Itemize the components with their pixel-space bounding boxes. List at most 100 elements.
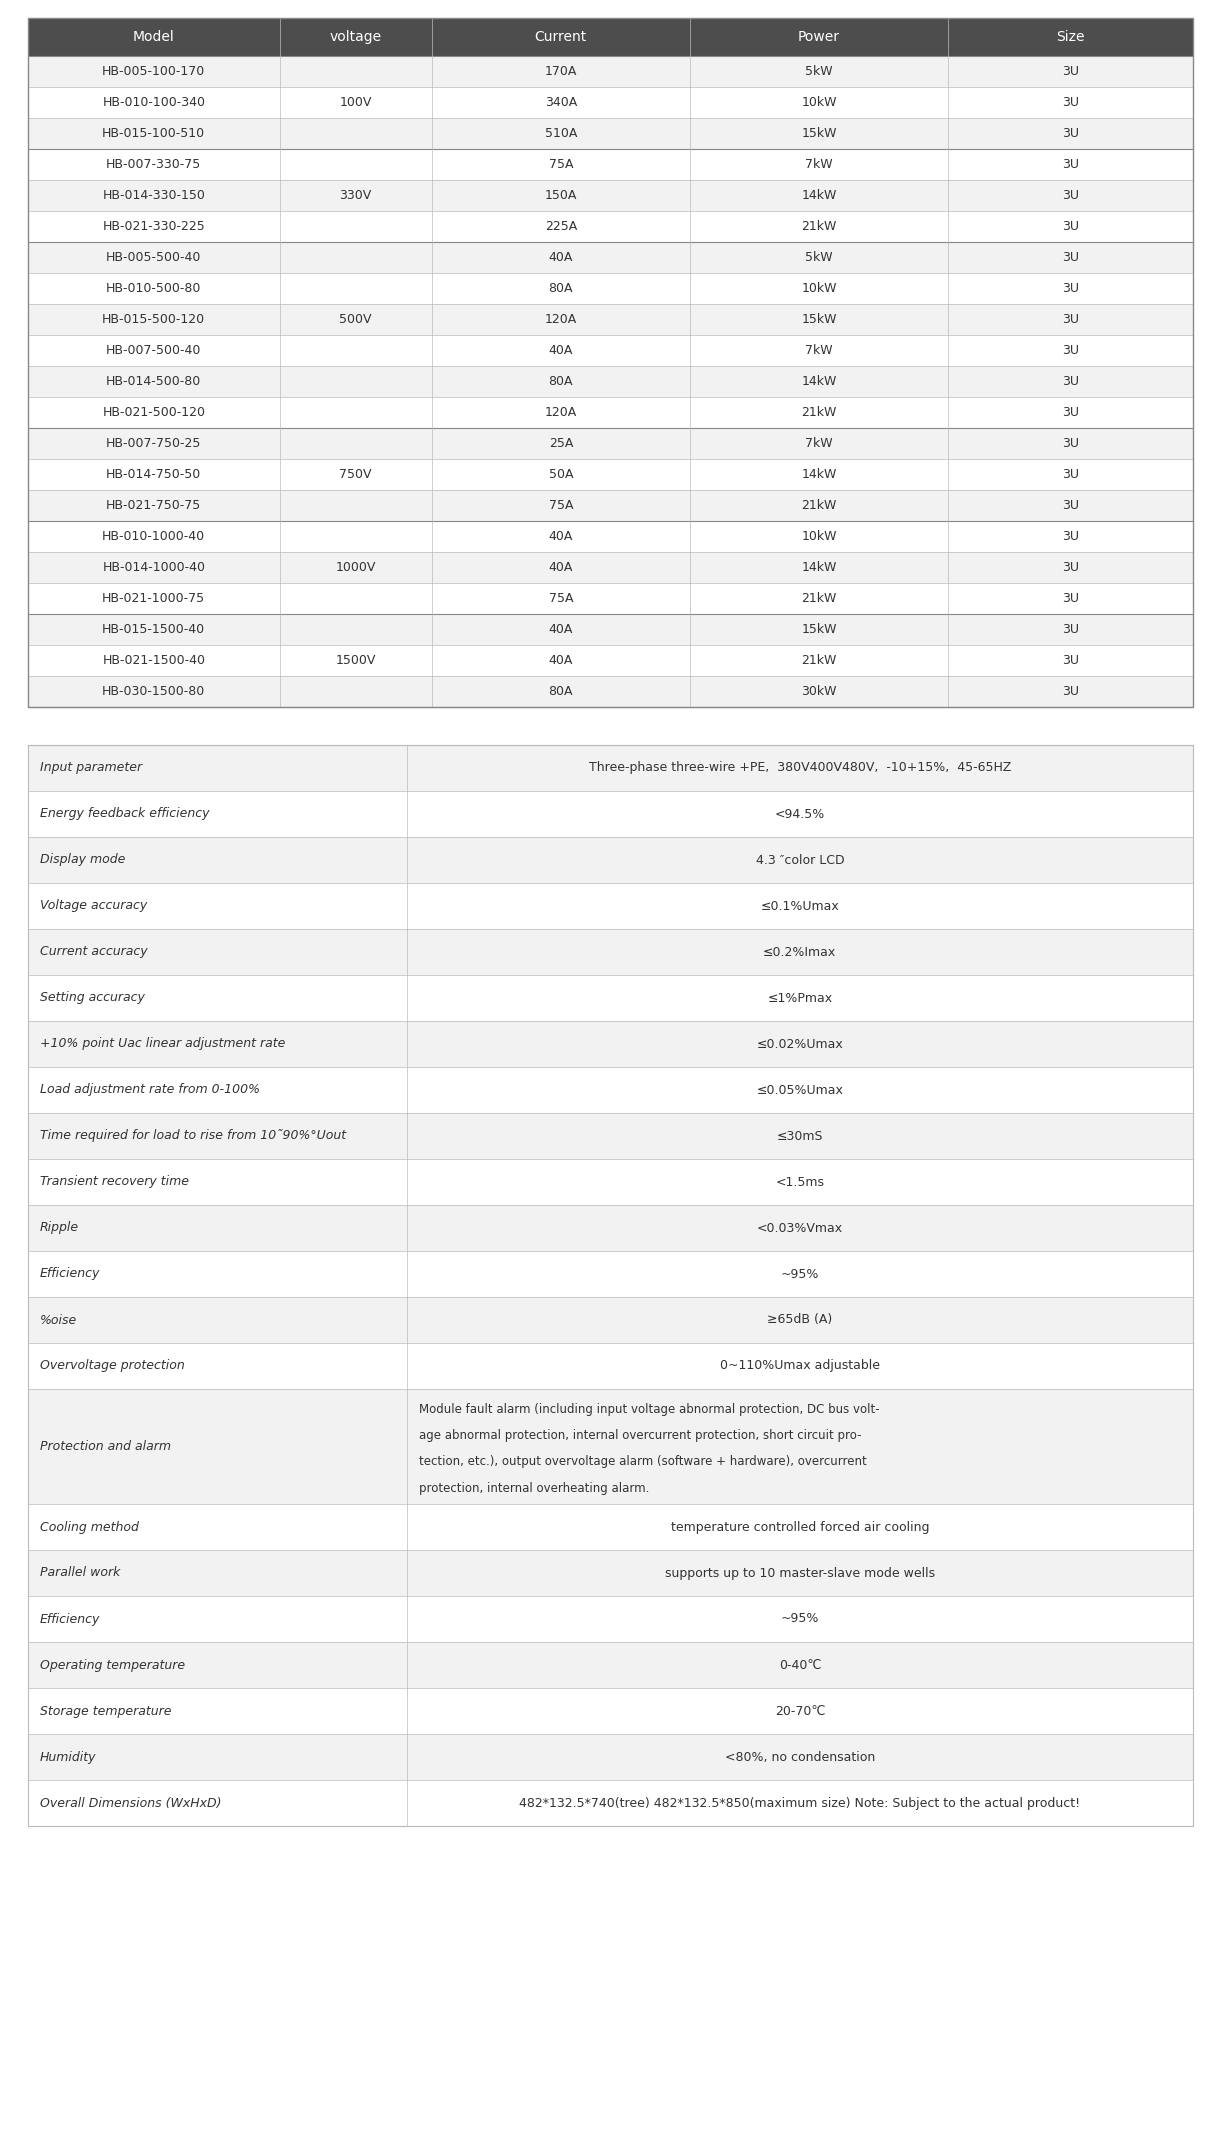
Text: Setting accuracy: Setting accuracy (40, 991, 145, 1004)
Text: <1.5ms: <1.5ms (775, 1176, 824, 1188)
Text: ~95%: ~95% (780, 1268, 819, 1281)
Text: 75A: 75A (548, 499, 573, 511)
Text: 21kW: 21kW (801, 219, 836, 232)
Bar (28, 243, 1193, 273)
Text: Parallel work: Parallel work (40, 1567, 121, 1580)
Text: Size: Size (1056, 30, 1084, 43)
Text: 1500V: 1500V (336, 653, 376, 666)
Text: Efficiency: Efficiency (40, 1268, 100, 1281)
Text: Energy feedback efficiency: Energy feedback efficiency (40, 808, 210, 821)
Text: Overall Dimensions (WxHxD): Overall Dimensions (WxHxD) (40, 1797, 221, 1809)
Text: HB-007-330-75: HB-007-330-75 (106, 159, 201, 172)
Text: Model: Model (133, 30, 175, 43)
Text: 482*132.5*740(tree) 482*132.5*850(maximum size) Note: Subject to the actual prod: 482*132.5*740(tree) 482*132.5*850(maximu… (519, 1797, 1081, 1809)
Text: 340A: 340A (545, 97, 578, 110)
Bar (28, 17, 1193, 707)
Text: Voltage accuracy: Voltage accuracy (40, 900, 148, 913)
Text: HB-010-500-80: HB-010-500-80 (106, 282, 201, 294)
Text: 5kW: 5kW (805, 251, 833, 264)
Text: Time required for load to rise from 10˜90%°Uout: Time required for load to rise from 10˜9… (40, 1130, 346, 1143)
Bar (28, 1388, 1193, 1504)
Text: 100V: 100V (339, 97, 372, 110)
Text: 14kW: 14kW (801, 468, 836, 481)
Bar (28, 520, 1193, 552)
Text: 0-40℃: 0-40℃ (779, 1659, 821, 1672)
Text: Current accuracy: Current accuracy (40, 946, 148, 958)
Text: 3U: 3U (1062, 436, 1079, 449)
Text: 21kW: 21kW (801, 591, 836, 606)
Bar (28, 552, 1193, 582)
Bar (28, 1597, 1193, 1642)
Bar (28, 211, 1193, 243)
Text: 3U: 3U (1062, 159, 1079, 172)
Text: 10kW: 10kW (801, 531, 836, 544)
Text: HB-030-1500-80: HB-030-1500-80 (103, 686, 205, 698)
Text: HB-014-1000-40: HB-014-1000-40 (103, 561, 205, 574)
Text: %oise: %oise (40, 1313, 77, 1326)
Text: HB-021-500-120: HB-021-500-120 (103, 406, 205, 419)
Bar (28, 746, 1193, 791)
Text: HB-015-1500-40: HB-015-1500-40 (103, 623, 205, 636)
Text: ≤0.02%Umax: ≤0.02%Umax (757, 1038, 844, 1051)
Bar (28, 836, 1193, 883)
Text: 510A: 510A (545, 127, 578, 140)
Text: <80%, no condensation: <80%, no condensation (725, 1751, 875, 1764)
Text: temperature controlled forced air cooling: temperature controlled forced air coolin… (670, 1521, 929, 1534)
Text: Cooling method: Cooling method (40, 1521, 139, 1534)
Text: 3U: 3U (1062, 189, 1079, 202)
Bar (28, 1251, 1193, 1298)
Text: 120A: 120A (545, 314, 578, 327)
Bar (28, 1343, 1193, 1388)
Text: 3U: 3U (1062, 374, 1079, 389)
Text: HB-014-330-150: HB-014-330-150 (103, 189, 205, 202)
Text: Protection and alarm: Protection and alarm (40, 1440, 171, 1453)
Text: HB-010-1000-40: HB-010-1000-40 (103, 531, 205, 544)
Text: tection, etc.), output overvoltage alarm (software + hardware), overcurrent: tection, etc.), output overvoltage alarm… (419, 1455, 867, 1468)
Text: 750V: 750V (339, 468, 372, 481)
Bar (28, 56, 1193, 86)
Text: 80A: 80A (548, 686, 573, 698)
Bar (28, 1504, 1193, 1549)
Bar (28, 1206, 1193, 1251)
Bar (28, 273, 1193, 303)
Text: 4.3 ″color LCD: 4.3 ″color LCD (756, 853, 844, 866)
Text: Transient recovery time: Transient recovery time (40, 1176, 189, 1188)
Text: 30kW: 30kW (801, 686, 836, 698)
Text: 75A: 75A (548, 591, 573, 606)
Text: 7kW: 7kW (805, 436, 833, 449)
Text: Efficiency: Efficiency (40, 1612, 100, 1625)
Text: 7kW: 7kW (805, 159, 833, 172)
Bar (28, 976, 1193, 1021)
Bar (28, 1642, 1193, 1687)
Text: 40A: 40A (548, 531, 573, 544)
Bar (28, 746, 1193, 1827)
Text: HB-021-1500-40: HB-021-1500-40 (103, 653, 205, 666)
Text: 3U: 3U (1062, 591, 1079, 606)
Text: protection, internal overheating alarm.: protection, internal overheating alarm. (419, 1483, 650, 1496)
Text: Input parameter: Input parameter (40, 761, 142, 774)
Text: HB-021-1000-75: HB-021-1000-75 (103, 591, 205, 606)
Text: Overvoltage protection: Overvoltage protection (40, 1360, 184, 1373)
Text: ≤30mS: ≤30mS (777, 1130, 823, 1143)
Text: 40A: 40A (548, 653, 573, 666)
Bar (28, 17, 1193, 56)
Text: HB-010-100-340: HB-010-100-340 (103, 97, 205, 110)
Text: 3U: 3U (1062, 251, 1079, 264)
Text: <94.5%: <94.5% (774, 808, 825, 821)
Text: Humidity: Humidity (40, 1751, 96, 1764)
Text: Three-phase three-wire +PE,  380V400V480V,  -10+15%,  45-65HZ: Three-phase three-wire +PE, 380V400V480V… (589, 761, 1011, 774)
Text: HB-007-750-25: HB-007-750-25 (106, 436, 201, 449)
Text: 3U: 3U (1062, 219, 1079, 232)
Bar (28, 645, 1193, 677)
Text: HB-014-750-50: HB-014-750-50 (106, 468, 201, 481)
Text: HB-015-500-120: HB-015-500-120 (103, 314, 205, 327)
Text: Module fault alarm (including input voltage abnormal protection, DC bus volt-: Module fault alarm (including input volt… (419, 1403, 879, 1416)
Text: 3U: 3U (1062, 623, 1079, 636)
Text: 120A: 120A (545, 406, 578, 419)
Text: HB-007-500-40: HB-007-500-40 (106, 344, 201, 357)
Text: ≥65dB (A): ≥65dB (A) (767, 1313, 833, 1326)
Text: 21kW: 21kW (801, 406, 836, 419)
Bar (28, 1549, 1193, 1597)
Text: Operating temperature: Operating temperature (40, 1659, 186, 1672)
Text: voltage: voltage (330, 30, 382, 43)
